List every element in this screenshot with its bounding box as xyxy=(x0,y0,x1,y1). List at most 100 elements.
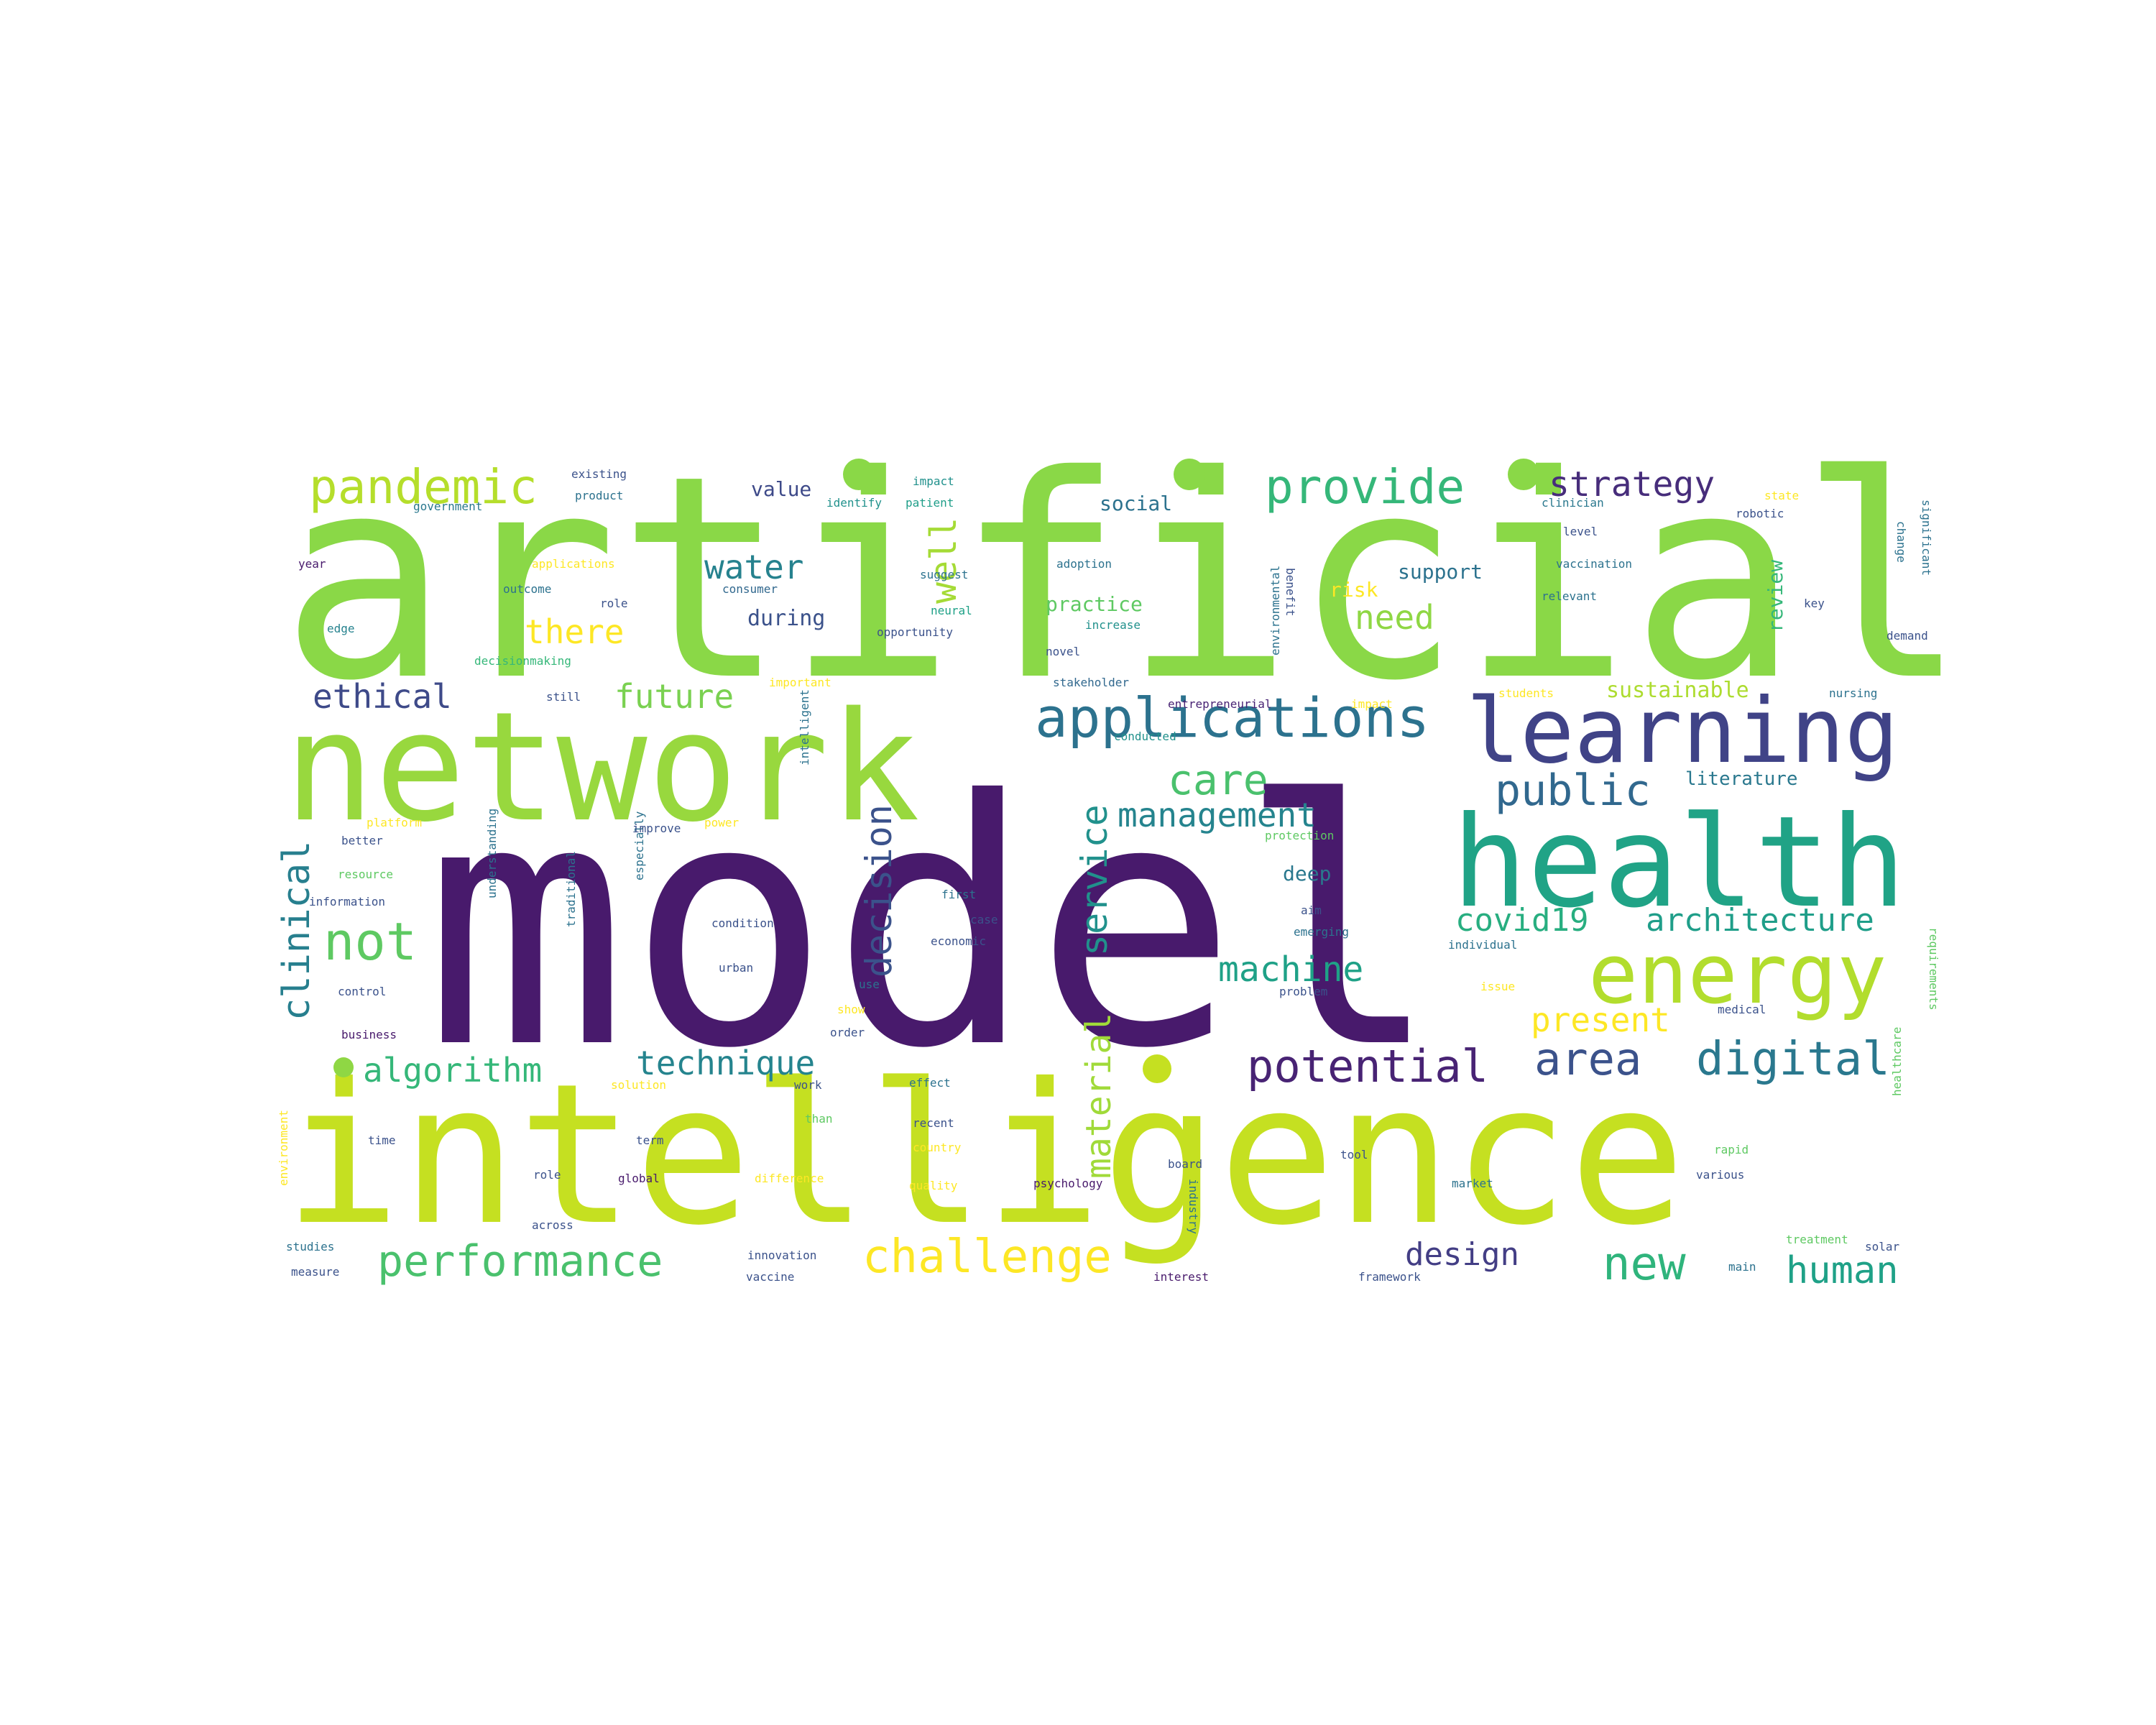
cloud-word: year xyxy=(298,557,326,571)
cloud-word: effect xyxy=(909,1076,951,1090)
cloud-word: risk xyxy=(1330,578,1378,602)
cloud-word: condition xyxy=(711,916,774,930)
cloud-word: control xyxy=(338,985,386,998)
cloud-word: vaccine xyxy=(746,1270,794,1284)
cloud-word: clinical xyxy=(275,841,318,1021)
cloud-word: technique xyxy=(636,1044,815,1082)
cloud-word: learning xyxy=(1466,679,1899,783)
cloud-word: practice xyxy=(1046,592,1143,616)
cloud-word: consumer xyxy=(722,582,778,596)
cloud-word: impact xyxy=(1351,697,1393,711)
cloud-word: traditional xyxy=(564,851,578,927)
cloud-word: algorithm xyxy=(363,1051,542,1090)
cloud-word: requirements xyxy=(1927,927,1940,1011)
cloud-word: aim xyxy=(1301,903,1322,917)
cloud-word: artificial xyxy=(280,415,1968,742)
cloud-word: energy xyxy=(1588,926,1886,1023)
cloud-word: problem xyxy=(1279,985,1327,998)
cloud-word: public xyxy=(1495,765,1651,816)
cloud-word: area xyxy=(1534,1033,1641,1085)
cloud-word: there xyxy=(525,612,624,651)
cloud-word: outcome xyxy=(503,582,551,596)
cloud-word: power xyxy=(704,816,740,829)
cloud-word: not xyxy=(323,911,417,972)
cloud-word: deep xyxy=(1283,862,1331,886)
cloud-word: model xyxy=(424,729,1441,1122)
cloud-word: environmental xyxy=(1268,566,1282,656)
cloud-word: better xyxy=(341,834,383,847)
cloud-word: strategy xyxy=(1549,464,1715,505)
cloud-word: stakeholder xyxy=(1053,676,1129,689)
cloud-word: resource xyxy=(338,868,393,881)
cloud-word: vaccination xyxy=(1556,557,1632,571)
cloud-word: well xyxy=(923,518,964,604)
cloud-word: applications xyxy=(532,557,615,571)
cloud-word: business xyxy=(341,1028,397,1041)
cloud-word: first xyxy=(941,888,976,901)
cloud-word: benefit xyxy=(1284,568,1297,616)
cloud-dot xyxy=(1174,459,1205,490)
cloud-word: urban xyxy=(719,961,753,975)
cloud-word: performance xyxy=(377,1236,663,1287)
cloud-word: conducted xyxy=(1114,730,1176,743)
cloud-word: covid19 xyxy=(1455,902,1588,939)
cloud-word: digital xyxy=(1696,1033,1890,1086)
cloud-word: entrepreneurial xyxy=(1168,697,1272,711)
cloud-word: clinician xyxy=(1542,496,1604,510)
cloud-word: social xyxy=(1100,492,1172,515)
cloud-word: understanding xyxy=(485,809,499,898)
cloud-word: protection xyxy=(1265,829,1334,842)
cloud-word: important xyxy=(769,676,831,689)
cloud-word: measure xyxy=(291,1265,339,1279)
cloud-word: emerging xyxy=(1294,925,1349,939)
cloud-word: intelligence xyxy=(284,1041,1686,1268)
cloud-word: case xyxy=(970,913,998,926)
cloud-word: decisionmaking xyxy=(474,654,571,668)
cloud-word: innovation xyxy=(747,1248,816,1262)
cloud-word: nursing xyxy=(1829,686,1877,700)
cloud-dot xyxy=(1143,1054,1171,1083)
cloud-word: improve xyxy=(632,822,681,835)
cloud-word: suggest xyxy=(920,568,968,581)
cloud-word: students xyxy=(1498,686,1554,700)
cloud-word: support xyxy=(1398,560,1483,584)
cloud-word: global xyxy=(618,1172,660,1185)
cloud-word: need xyxy=(1355,598,1434,637)
cloud-word: network xyxy=(284,679,920,855)
cloud-word: individual xyxy=(1448,938,1517,952)
cloud-word: identify xyxy=(826,496,882,510)
cloud-word: patient xyxy=(906,496,954,510)
cloud-word: service xyxy=(1074,804,1115,956)
cloud-word: interest xyxy=(1153,1270,1209,1284)
cloud-word: level xyxy=(1563,525,1598,538)
cloud-word: increase xyxy=(1085,618,1141,632)
cloud-word: framework xyxy=(1358,1270,1421,1284)
cloud-word: solution xyxy=(611,1078,666,1092)
cloud-word: new xyxy=(1603,1238,1686,1291)
cloud-word: ethical xyxy=(313,677,452,716)
cloud-dot xyxy=(1508,459,1539,490)
cloud-word: psychology xyxy=(1033,1177,1103,1190)
cloud-word: environment xyxy=(277,1110,290,1186)
cloud-word: impact xyxy=(913,474,954,488)
cloud-word: challenge xyxy=(862,1230,1112,1284)
cloud-word: machine xyxy=(1218,949,1363,990)
cloud-word: management xyxy=(1118,796,1317,834)
cloud-word: term xyxy=(636,1133,664,1147)
cloud-word: relevant xyxy=(1542,589,1597,603)
cloud-word: time xyxy=(368,1133,396,1147)
cloud-word: market xyxy=(1452,1177,1493,1190)
cloud-word: care xyxy=(1168,755,1268,804)
cloud-word: especially xyxy=(632,811,646,880)
cloud-word: change xyxy=(1894,521,1908,563)
cloud-word: existing xyxy=(571,467,627,481)
cloud-word: difference xyxy=(755,1172,824,1185)
cloud-word: medical xyxy=(1718,1003,1766,1016)
cloud-word: decision xyxy=(858,804,900,978)
cloud-word: future xyxy=(614,677,734,716)
cloud-word: state xyxy=(1764,489,1799,502)
cloud-word: show xyxy=(837,1003,865,1016)
cloud-word: during xyxy=(747,606,825,631)
cloud-word: present xyxy=(1531,1000,1670,1039)
cloud-word: significant xyxy=(1920,500,1933,576)
